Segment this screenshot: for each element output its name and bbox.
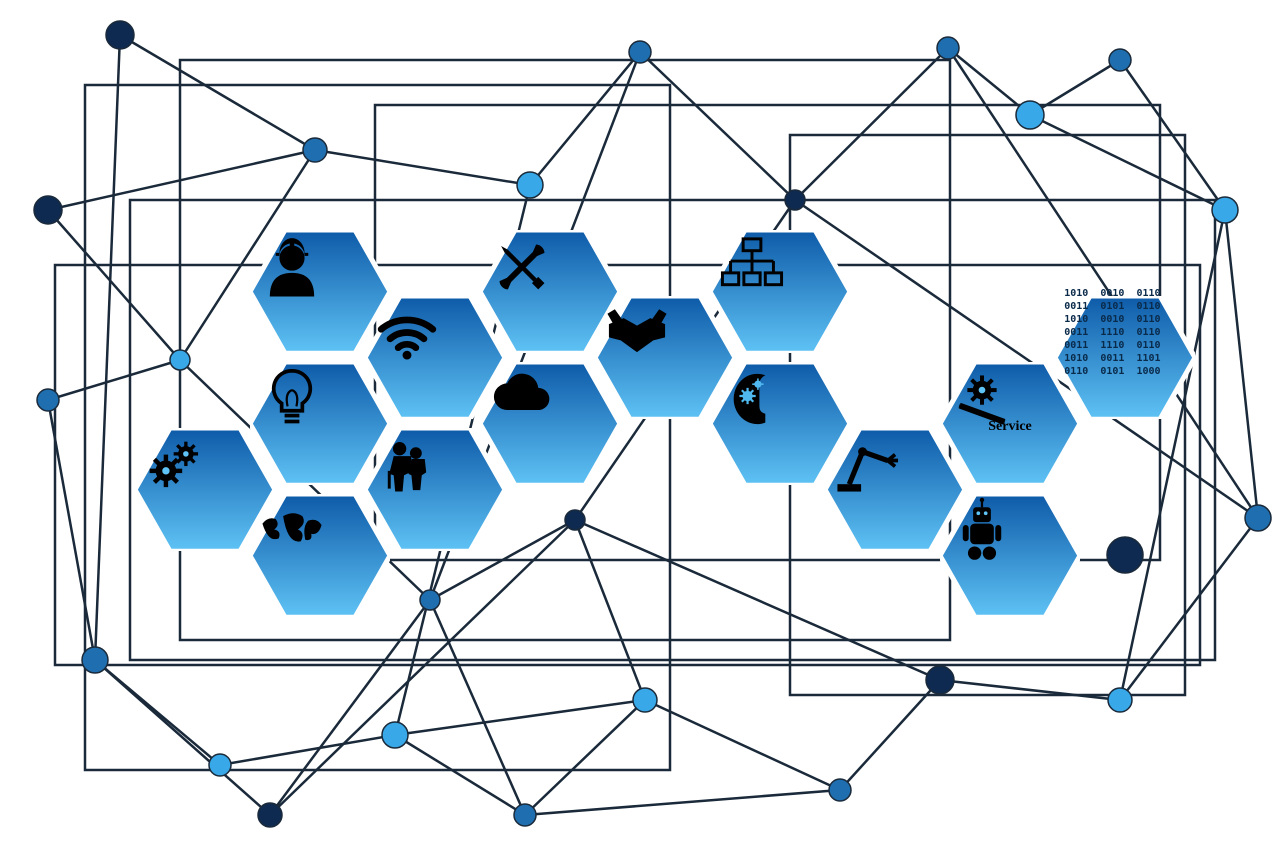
- network-line: [1030, 115, 1225, 210]
- hexagon-robot: [940, 494, 1080, 617]
- network-line: [220, 735, 395, 765]
- network-line: [48, 210, 180, 360]
- network-node: [82, 647, 108, 673]
- network-node: [34, 196, 62, 224]
- network-node: [785, 190, 805, 210]
- network-node: [1245, 505, 1271, 531]
- network-node: [1016, 101, 1044, 129]
- network-node: [565, 510, 585, 530]
- cloud-icon: [480, 362, 564, 436]
- robotarm-icon: [825, 428, 909, 502]
- binary-text: 1010 0010 0110 0011 0101 0110 1010 0010 …: [1064, 287, 1160, 378]
- network-node: [170, 350, 190, 370]
- network-node: [514, 804, 536, 826]
- network-canvas: [0, 0, 1280, 853]
- tools-icon: [480, 230, 564, 304]
- network-line: [795, 48, 948, 200]
- network-node: [303, 138, 327, 162]
- network-line: [395, 700, 645, 735]
- network-line: [525, 790, 840, 815]
- network-line: [530, 52, 640, 185]
- network-node: [37, 389, 59, 411]
- network-node: [937, 37, 959, 59]
- network-node: [1107, 537, 1143, 573]
- network-line: [395, 735, 525, 815]
- gears-icon: [135, 428, 219, 502]
- network-line: [95, 35, 120, 660]
- network-node: [106, 21, 134, 49]
- service-icon: [940, 362, 1024, 436]
- network-node: [1109, 49, 1131, 71]
- network-line: [640, 52, 795, 200]
- worker-icon: [250, 230, 334, 304]
- network-line: [430, 600, 525, 815]
- network-line: [940, 680, 1120, 700]
- network-line: [1120, 210, 1225, 700]
- wifi-icon: [365, 296, 449, 370]
- network-line: [645, 700, 840, 790]
- network-line: [1225, 210, 1258, 518]
- worldmap-icon: [250, 494, 334, 568]
- hexagon-binary: 1010 0010 0110 0011 0101 0110 1010 0010 …: [1055, 296, 1195, 419]
- network-node: [209, 754, 231, 776]
- orgchart-icon: [710, 230, 794, 304]
- network-line: [120, 35, 315, 150]
- people-icon: [365, 428, 449, 502]
- binary-icon: 1010 0010 0110 0011 0101 0110 1010 0010 …: [1055, 296, 1170, 370]
- lightbulb-icon: [250, 362, 334, 436]
- network-node: [1108, 688, 1132, 712]
- brain-icon: [710, 362, 794, 436]
- network-node: [517, 172, 543, 198]
- network-node: [1212, 197, 1238, 223]
- network-node: [420, 590, 440, 610]
- network-node: [629, 41, 651, 63]
- network-line: [95, 660, 220, 765]
- handshake-icon: [595, 296, 679, 370]
- network-line: [840, 680, 940, 790]
- network-line: [315, 150, 530, 185]
- network-line: [1030, 60, 1120, 115]
- network-line: [270, 600, 430, 815]
- network-node: [258, 803, 282, 827]
- network-node: [633, 688, 657, 712]
- hexagon-orgchart: [710, 230, 850, 353]
- network-line: [525, 700, 645, 815]
- network-node: [829, 779, 851, 801]
- network-node: [382, 722, 408, 748]
- network-node: [926, 666, 954, 694]
- network-line: [48, 360, 180, 400]
- robot-icon: [940, 494, 1024, 568]
